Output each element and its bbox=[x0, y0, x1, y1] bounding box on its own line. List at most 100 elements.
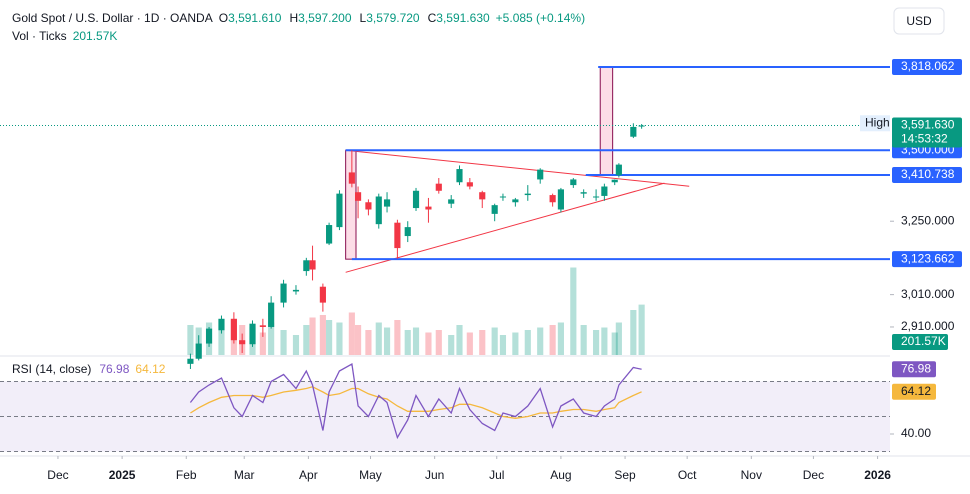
candle-body bbox=[412, 190, 420, 209]
candle-body bbox=[336, 193, 343, 228]
volume-bar bbox=[537, 327, 544, 355]
ohlc-key: H bbox=[289, 11, 298, 25]
volume-bar bbox=[593, 330, 600, 355]
currency-button-frame[interactable] bbox=[893, 7, 945, 35]
rsi-label-box bbox=[892, 361, 936, 378]
candle-body bbox=[466, 182, 473, 187]
volume-bar bbox=[375, 322, 382, 355]
currency-label[interactable]: USD bbox=[906, 14, 932, 28]
level-label: 3,410.738 bbox=[901, 167, 955, 181]
rsi-y-tick-label: 40.00 bbox=[901, 426, 931, 440]
currency-button[interactable]: USD bbox=[893, 7, 945, 35]
rsi-ma-value: 64.12 bbox=[135, 362, 165, 376]
rsi-value: 76.98 bbox=[99, 362, 129, 376]
candle-body bbox=[456, 169, 463, 183]
volume-bar bbox=[615, 322, 622, 355]
x-tick-label: May bbox=[359, 468, 382, 482]
candle-body bbox=[249, 323, 256, 345]
volume-bar bbox=[549, 325, 556, 355]
rsi-legend: RSI (14, close) 76.98 64.12 bbox=[12, 362, 166, 376]
rsi-title: RSI (14, close) bbox=[12, 362, 91, 376]
volume-bar bbox=[394, 320, 401, 355]
volume-bar bbox=[354, 325, 362, 355]
volume-title: Vol · Ticks bbox=[12, 29, 67, 43]
candle-body bbox=[383, 199, 391, 207]
volume-bar bbox=[580, 325, 587, 355]
x-tick-label: Jun bbox=[425, 468, 444, 482]
countdown: 14:53:32 bbox=[901, 132, 948, 146]
ohlc-value: 3,597.200 bbox=[298, 11, 352, 25]
x-tick-label: Aug bbox=[550, 468, 571, 482]
candle-body bbox=[365, 202, 372, 210]
x-tick-label: Dec bbox=[47, 468, 68, 482]
ohlc-value: 3,591.630 bbox=[436, 11, 490, 25]
level-label-box bbox=[892, 167, 962, 184]
volume-bar bbox=[404, 330, 411, 355]
rsi-label-box bbox=[892, 383, 936, 400]
x-tick-label: Jul bbox=[489, 468, 504, 482]
y-tick-label: 2,910.000 bbox=[901, 319, 955, 333]
candle-body bbox=[593, 196, 600, 198]
measure-box bbox=[345, 149, 357, 260]
volume-value: 201.57K bbox=[73, 29, 118, 43]
candle-body bbox=[630, 126, 637, 137]
candle-body bbox=[537, 169, 544, 180]
price-label-box bbox=[892, 117, 962, 148]
candle-body bbox=[239, 340, 246, 345]
change-value: +5.085 (+0.14%) bbox=[496, 11, 585, 25]
volume-label: 201.57K bbox=[901, 334, 946, 348]
measure-box bbox=[599, 66, 614, 176]
volume-bar bbox=[309, 317, 316, 355]
volume-bar bbox=[499, 335, 507, 355]
candle-body bbox=[292, 289, 300, 292]
ohlc-value: 3,579.720 bbox=[366, 11, 420, 25]
candle-body bbox=[303, 260, 310, 272]
ohlc-key: O bbox=[219, 11, 228, 25]
volume-bar bbox=[383, 327, 391, 355]
volume-bar bbox=[412, 327, 420, 355]
x-tick-label: Sep bbox=[614, 468, 636, 482]
rsi-label: 64.12 bbox=[901, 384, 931, 398]
ohlc-key: L bbox=[360, 11, 367, 25]
candle-body bbox=[615, 164, 622, 176]
x-tick-label: Feb bbox=[176, 468, 197, 482]
volume-bar bbox=[638, 304, 645, 355]
candle-body bbox=[195, 343, 202, 359]
volume-bar bbox=[365, 330, 372, 355]
rsi-line bbox=[189, 362, 642, 440]
volume-label-box bbox=[892, 334, 948, 350]
candle-body bbox=[259, 325, 266, 327]
candle-body bbox=[601, 186, 608, 196]
level-label-box bbox=[892, 251, 962, 268]
candle-body bbox=[404, 227, 411, 237]
ohlc-key: C bbox=[428, 11, 437, 25]
volume-bar bbox=[268, 322, 275, 355]
high-tag bbox=[860, 115, 890, 132]
volume-bar bbox=[630, 310, 637, 355]
candle-body bbox=[557, 189, 564, 210]
ohlc-value: 3,591.610 bbox=[228, 11, 282, 25]
candle-body bbox=[570, 179, 577, 186]
volume-bar bbox=[435, 330, 442, 355]
symbol-title: Gold Spot / U.S. Dollar · 1D · OANDA bbox=[12, 11, 213, 25]
candle-body bbox=[230, 318, 237, 341]
volume-bar bbox=[187, 325, 194, 355]
volume-bar bbox=[448, 335, 455, 355]
candle-body bbox=[348, 172, 355, 184]
candle-body bbox=[549, 195, 556, 203]
level-label: 3,818.062 bbox=[901, 59, 955, 73]
candle-body bbox=[425, 206, 432, 210]
x-tick-label: Dec bbox=[803, 468, 824, 482]
candle-body bbox=[491, 205, 498, 214]
candle-body bbox=[309, 260, 316, 270]
x-tick-label: Oct bbox=[678, 468, 697, 482]
rsi-label: 76.98 bbox=[901, 361, 931, 375]
volume-bar bbox=[319, 315, 326, 355]
x-tick-label: Mar bbox=[234, 468, 255, 482]
candle-body bbox=[187, 358, 194, 364]
x-tick-label: Apr bbox=[299, 468, 318, 482]
volume-bar bbox=[557, 322, 564, 355]
volume-bar bbox=[570, 267, 577, 355]
